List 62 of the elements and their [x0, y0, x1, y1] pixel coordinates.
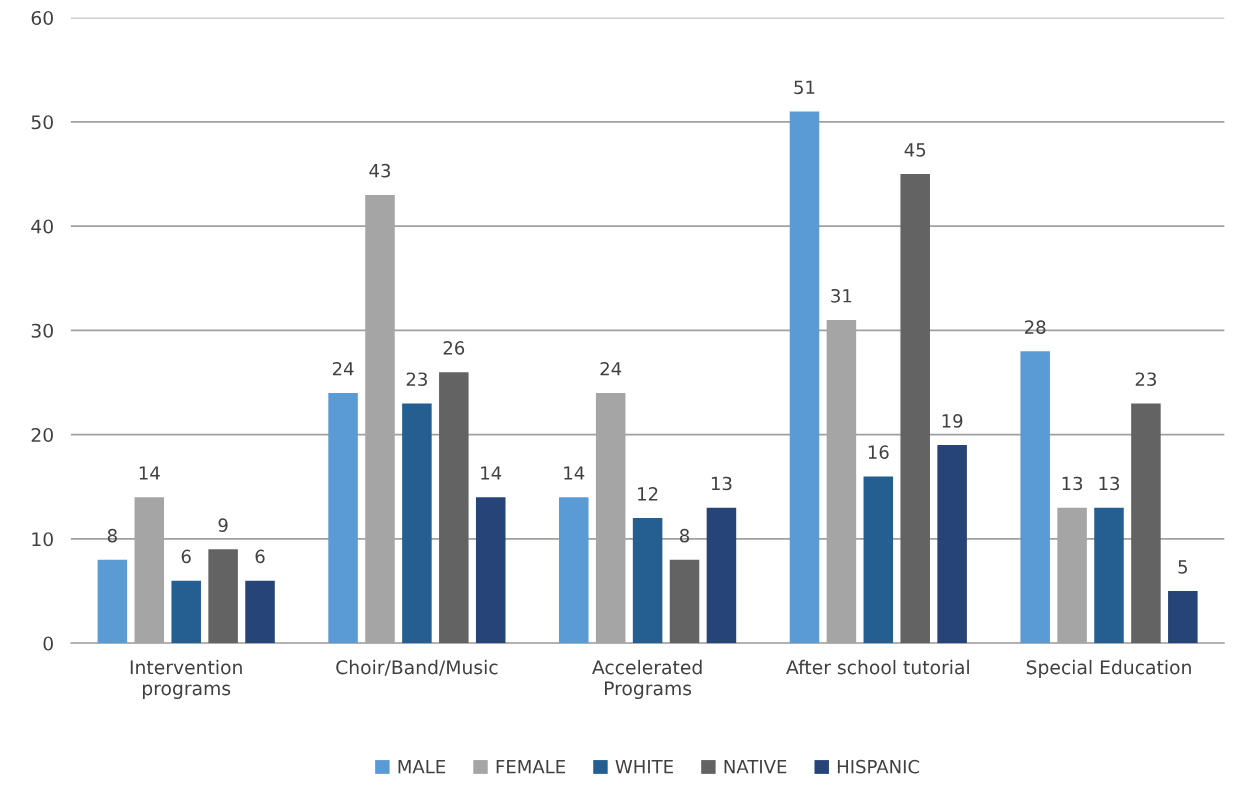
bar: [1131, 403, 1161, 644]
data-label: 24: [332, 361, 354, 376]
data-label: 43: [369, 163, 391, 178]
data-label: 8: [680, 528, 690, 543]
bar: [669, 559, 700, 644]
data-label: 51: [794, 80, 815, 95]
bar: [937, 445, 967, 644]
bar: [171, 580, 201, 644]
y-tick-label: 0: [43, 636, 53, 651]
data-label: 14: [481, 466, 502, 480]
data-label: 14: [139, 466, 160, 480]
y-tick-label: 50: [31, 115, 53, 130]
data-label: 8: [107, 528, 117, 543]
bar: [475, 497, 506, 644]
bar: [900, 174, 930, 644]
y-tick-label: 20: [31, 427, 53, 443]
y-tick-label: 40: [31, 219, 53, 234]
bar: [208, 549, 238, 644]
legend-label: HISPANIC: [837, 759, 920, 774]
bar: [706, 507, 737, 644]
data-label: 28: [1025, 320, 1046, 334]
bar: [1020, 351, 1050, 644]
x-tick-label: Choir/Band/Music: [336, 659, 498, 676]
bar: [863, 476, 894, 644]
x-tick-label: Intervention programs: [130, 659, 242, 700]
data-label: 6: [255, 549, 265, 564]
data-label: 31: [831, 288, 852, 303]
data-label: 5: [1178, 560, 1187, 574]
x-tick-label: Special Education: [1026, 659, 1191, 679]
data-label: 26: [443, 341, 465, 355]
y-tick-label: 10: [32, 532, 53, 547]
bar: [328, 393, 358, 644]
bar: [439, 372, 469, 644]
data-label: 14: [564, 466, 585, 480]
y-tick-label: 30: [31, 323, 53, 338]
bar: [97, 559, 128, 644]
data-label: 23: [1135, 372, 1156, 387]
data-label: 23: [406, 372, 427, 387]
legend-label: FEMALE: [496, 760, 565, 774]
data-label: 16: [868, 445, 889, 460]
data-label: 6: [181, 549, 191, 564]
x-tick-label: After school tutorial: [786, 659, 969, 675]
bar: [789, 111, 820, 644]
data-label: 13: [711, 476, 732, 491]
legend-label: NATIVE: [724, 760, 787, 774]
data-label: 45: [904, 143, 926, 157]
bar: [402, 403, 432, 644]
data-label: 9: [218, 518, 228, 532]
bar: [1168, 591, 1198, 644]
bar: [559, 497, 589, 644]
data-label: 19: [942, 414, 963, 428]
bar: [632, 518, 663, 644]
data-label: 24: [600, 361, 622, 376]
data-label: 13: [1099, 476, 1120, 491]
data-label: 12: [638, 487, 658, 501]
data-label: 13: [1062, 476, 1083, 491]
bar: [245, 580, 275, 644]
y-tick-label: 60: [31, 10, 53, 26]
legend-label: WHITE: [615, 760, 673, 774]
bar: [1094, 507, 1124, 644]
legend-label: MALE: [398, 760, 446, 774]
x-tick-label: Accelerated Programs: [592, 659, 702, 700]
